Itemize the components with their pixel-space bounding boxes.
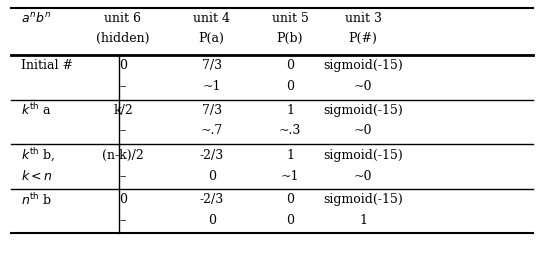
Text: –: – [120, 170, 126, 183]
Text: 0: 0 [286, 59, 294, 72]
Text: -2/3: -2/3 [200, 149, 224, 162]
Text: $k^{\mathrm{th}}$ a: $k^{\mathrm{th}}$ a [21, 103, 52, 118]
Text: unit 3: unit 3 [344, 12, 381, 25]
Text: ~1: ~1 [202, 80, 221, 93]
Text: P(a): P(a) [199, 32, 224, 45]
Text: ~0: ~0 [354, 80, 372, 93]
Text: Initial #: Initial # [21, 59, 73, 72]
Text: $k < n$: $k < n$ [21, 169, 53, 183]
Text: 0: 0 [286, 193, 294, 206]
Text: –: – [120, 124, 126, 137]
Text: 0: 0 [208, 170, 216, 183]
Text: sigmoid(-15): sigmoid(-15) [323, 193, 403, 206]
Text: sigmoid(-15): sigmoid(-15) [323, 104, 403, 117]
Text: -2/3: -2/3 [200, 193, 224, 206]
Text: ~.7: ~.7 [201, 124, 223, 137]
Text: –: – [120, 80, 126, 93]
Text: 0: 0 [208, 214, 216, 227]
Text: (n-k)/2: (n-k)/2 [102, 149, 144, 162]
Text: ~.3: ~.3 [279, 124, 301, 137]
Text: unit 4: unit 4 [193, 12, 230, 25]
Text: 7/3: 7/3 [202, 104, 222, 117]
Text: ~1: ~1 [281, 170, 299, 183]
Text: P(b): P(b) [277, 32, 303, 45]
Text: 7/3: 7/3 [202, 59, 222, 72]
Text: unit 6: unit 6 [104, 12, 141, 25]
Text: 0: 0 [286, 214, 294, 227]
Text: ~0: ~0 [354, 124, 372, 137]
Text: ~0: ~0 [354, 170, 372, 183]
Text: (hidden): (hidden) [96, 32, 150, 45]
Text: 1: 1 [286, 149, 294, 162]
Text: 1: 1 [359, 214, 367, 227]
Text: sigmoid(-15): sigmoid(-15) [323, 59, 403, 72]
Text: $n^{\mathrm{th}}$ b: $n^{\mathrm{th}}$ b [21, 192, 52, 208]
Text: k/2: k/2 [113, 104, 133, 117]
Text: P(#): P(#) [349, 32, 378, 45]
Text: $k^{\mathrm{th}}$ b,: $k^{\mathrm{th}}$ b, [21, 147, 55, 165]
Text: 1: 1 [286, 104, 294, 117]
Text: sigmoid(-15): sigmoid(-15) [323, 149, 403, 162]
Text: unit 5: unit 5 [272, 12, 308, 25]
Text: 0: 0 [119, 193, 127, 206]
Text: $a^nb^n$: $a^nb^n$ [21, 11, 51, 25]
Text: 0: 0 [286, 80, 294, 93]
Text: –: – [120, 214, 126, 227]
Text: 0: 0 [119, 59, 127, 72]
